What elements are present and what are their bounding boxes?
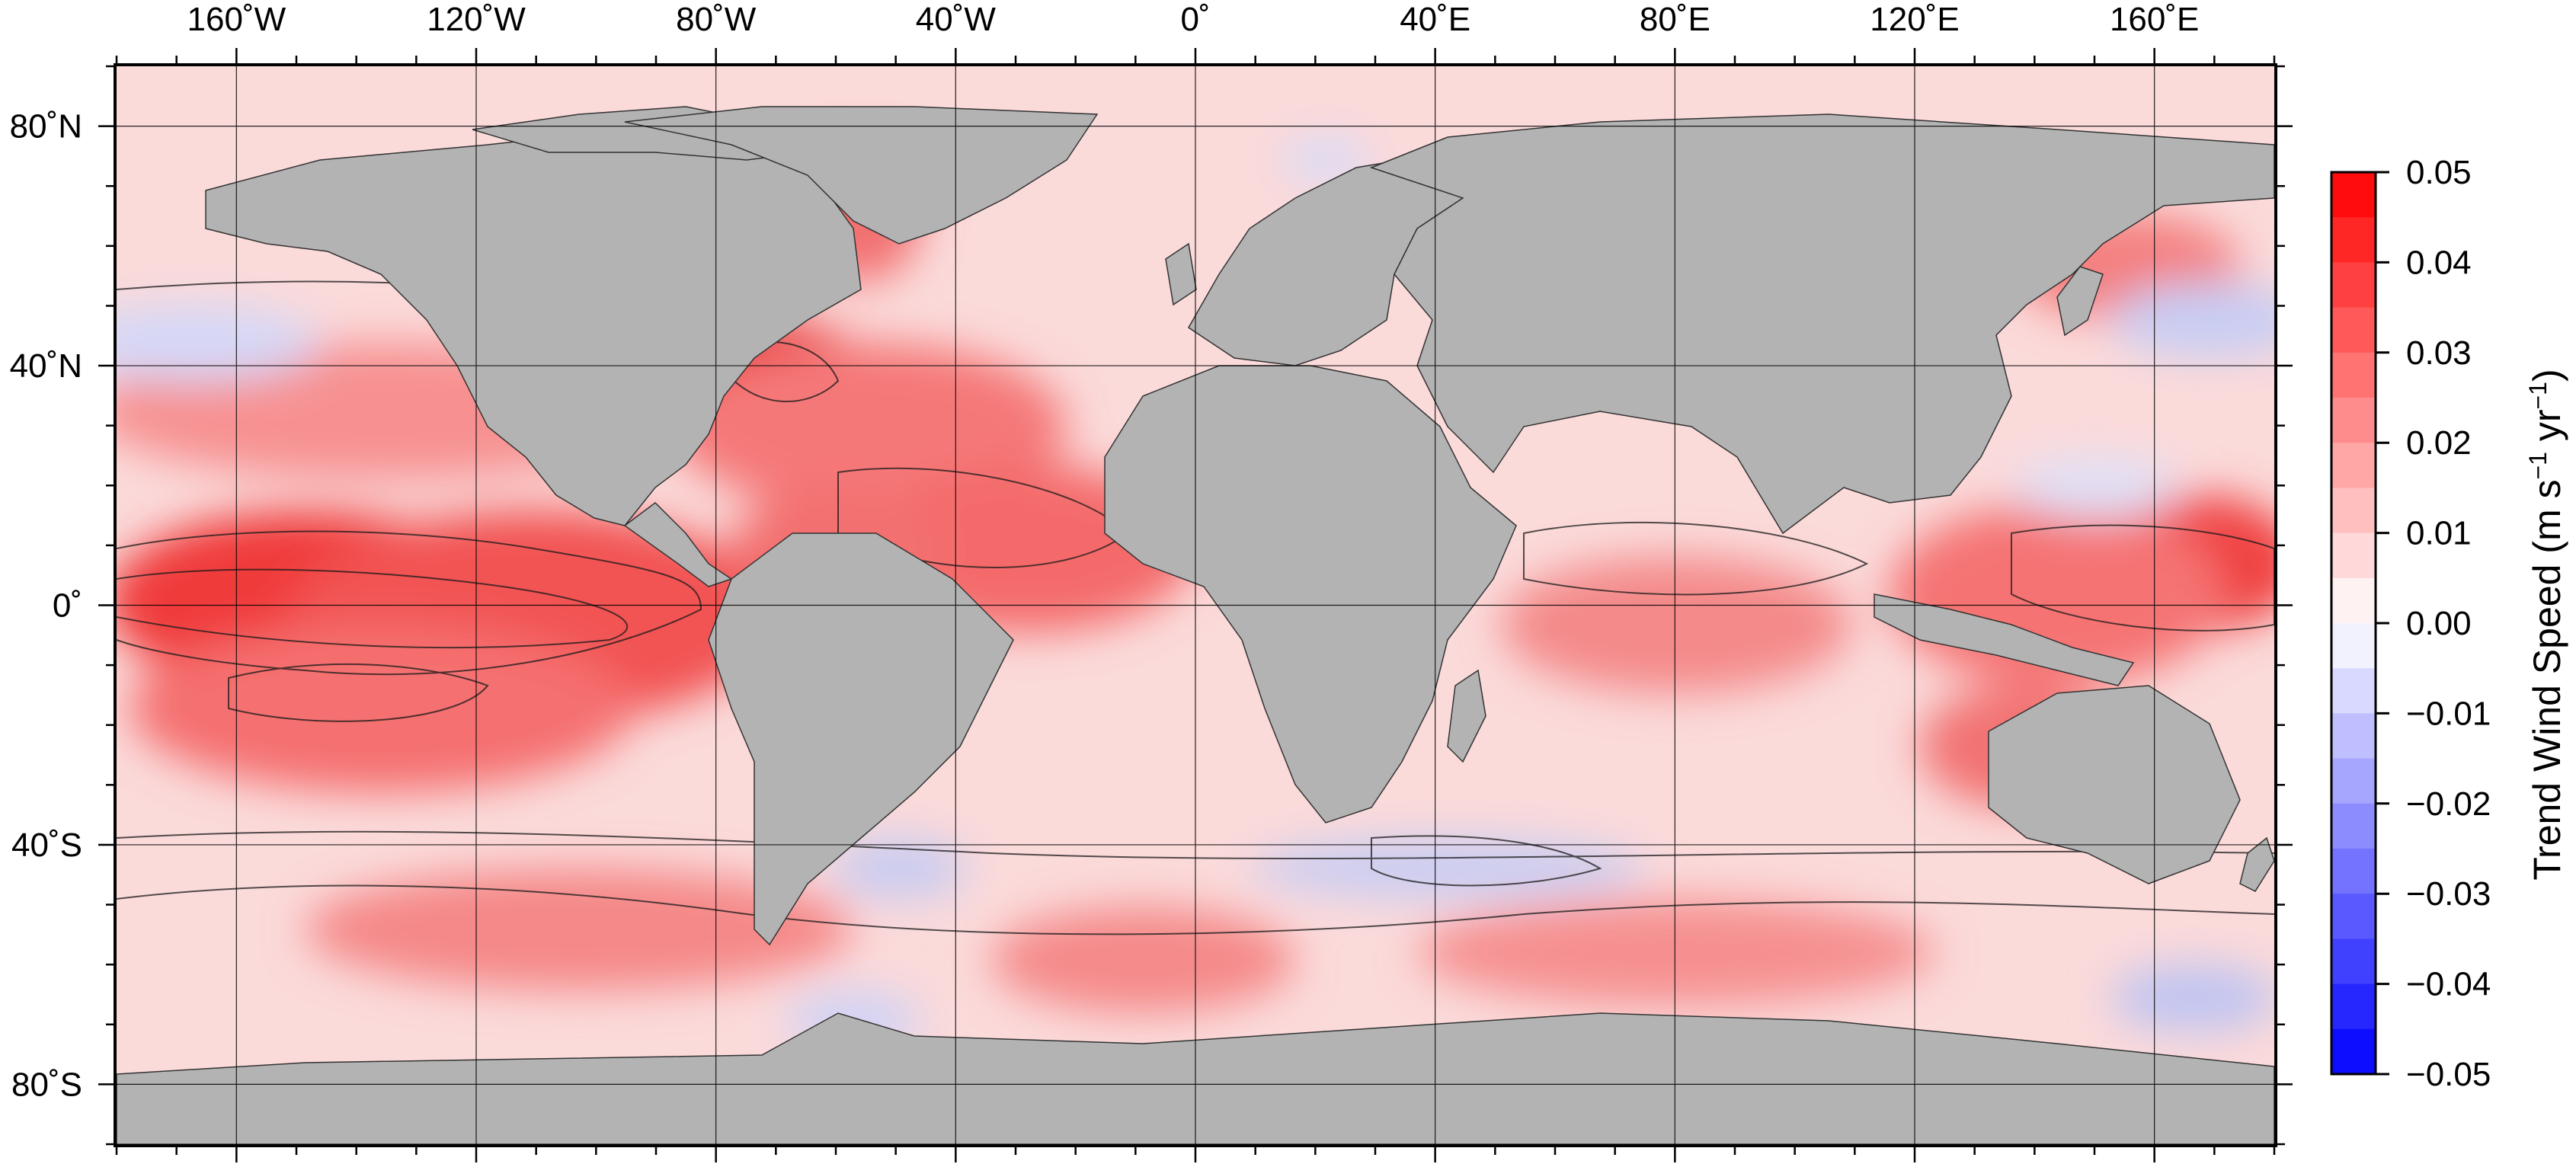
colorbar-step — [2331, 262, 2376, 309]
colorbar-step — [2331, 577, 2376, 624]
latitude-label: 0˚ — [53, 587, 82, 625]
longitude-label: 0˚ — [1180, 1, 1210, 38]
south-america-landmass — [708, 532, 1014, 946]
madagascar-landmass — [1447, 669, 1486, 763]
latitude-label: 40˚N — [10, 347, 82, 385]
colorbar-step — [2331, 668, 2376, 714]
latitude-label: 80˚S — [11, 1066, 82, 1103]
australia-landmass — [1988, 685, 2241, 884]
colorbar-label: Trend Wind Speed (m s−1 yr−1) — [2524, 369, 2568, 880]
longitude-label: 40˚E — [1400, 1, 1470, 38]
uk-landmass — [1165, 242, 1197, 306]
greenland-landmass — [624, 106, 1099, 245]
colorbar-tick-label: 0.02 — [2406, 424, 2472, 462]
colorbar-tick-label: 0.03 — [2406, 334, 2472, 372]
colorbar: 0.05 0.04 0.03 0.02 0.01 0.00 −0.01 −0.02 −0.03 −… — [2330, 154, 2568, 1093]
colorbar-tick-label: 0.00 — [2406, 605, 2472, 642]
longitude-label: 120˚E — [1870, 1, 1959, 38]
longitude-label: 40˚W — [916, 1, 997, 38]
longitude-label: 120˚W — [427, 1, 526, 38]
japan-landmass — [2056, 266, 2104, 337]
colorbar-step — [2331, 398, 2376, 443]
africa-landmass — [1104, 365, 1517, 823]
colorbar-step — [2331, 352, 2376, 398]
colorbar-tick-label: 0.01 — [2406, 515, 2472, 552]
colorbar-step — [2331, 1028, 2376, 1075]
colorbar-tick-label: −0.04 — [2406, 966, 2491, 1003]
longitude-labels: 160˚W 120˚W 80˚W 40˚W 0˚ 40˚E 80˚E 120˚E 160˚E — [187, 1, 2200, 38]
colorbar-tick-label: 0.05 — [2406, 154, 2472, 191]
colorbar-step — [2331, 758, 2376, 804]
maritime-continent-landmass — [1874, 593, 2135, 686]
colorbar-step — [2331, 983, 2376, 1030]
central-america-landmass — [623, 502, 733, 587]
colorbar-tick-label: −0.02 — [2406, 785, 2491, 823]
colorbar-tick-label: −0.03 — [2406, 875, 2491, 913]
new-zealand-landmass — [2239, 836, 2274, 892]
colorbar-tick-label: −0.05 — [2406, 1056, 2491, 1093]
colorbar-step — [2331, 172, 2376, 218]
colorbar-step — [2331, 894, 2376, 939]
colorbar-tick-label: −0.01 — [2406, 695, 2491, 732]
colorbar-tick-label: 0.04 — [2406, 244, 2472, 281]
graticule — [117, 66, 2274, 1144]
frame-ticks — [98, 48, 2293, 1162]
longitude-label: 80˚E — [1640, 1, 1710, 38]
colorbar-step — [2331, 803, 2376, 849]
map-panel: 160˚W 120˚W 80˚W 40˚W 0˚ 40˚E 80˚E 120˚E 160˚E 8… — [10, 1, 2293, 1162]
asia-landmass — [1369, 114, 2274, 535]
latitude-label: 40˚S — [11, 827, 82, 864]
colorbar-step — [2331, 307, 2376, 353]
longitude-label: 160˚E — [2110, 1, 2199, 38]
colorbar-step — [2331, 217, 2376, 263]
colorbar-step — [2331, 713, 2376, 759]
colorbar-step — [2331, 443, 2376, 488]
colorbar-ticks: 0.05 0.04 0.03 0.02 0.01 0.00 −0.01 −0.02 −0.03 −… — [2376, 154, 2491, 1093]
contour-lines — [117, 280, 2274, 935]
latitude-labels: 80˚N 40˚N 0˚ 40˚S 80˚S — [10, 108, 82, 1104]
colorbar-step — [2331, 623, 2376, 669]
colorbar-step — [2331, 532, 2376, 579]
longitude-label: 80˚W — [676, 1, 757, 38]
latitude-label: 80˚N — [10, 108, 82, 146]
colorbar-steps — [2330, 171, 2377, 1076]
colorbar-step — [2331, 849, 2376, 894]
colorbar-step — [2331, 488, 2376, 534]
colorbar-step — [2331, 939, 2376, 985]
longitude-label: 160˚W — [187, 1, 286, 38]
